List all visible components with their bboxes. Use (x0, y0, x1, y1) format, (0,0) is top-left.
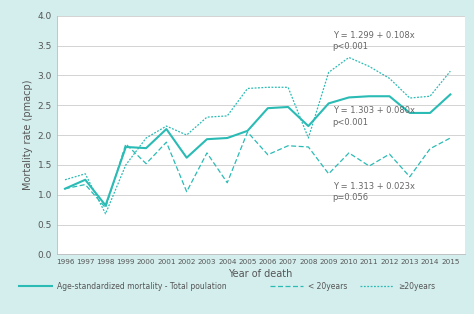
Text: ≥20years: ≥20years (398, 282, 435, 291)
Text: Age-standardized mortality - Total poulation: Age-standardized mortality - Total poula… (57, 282, 227, 291)
Y-axis label: Mortality rate (pmacp): Mortality rate (pmacp) (24, 80, 34, 190)
Text: < 20years: < 20years (308, 282, 347, 291)
X-axis label: Year of death: Year of death (228, 269, 293, 279)
Text: Y = 1.313 + 0.023x
p=0.056: Y = 1.313 + 0.023x p=0.056 (333, 181, 415, 202)
Text: Y = 1.303 + 0.080x
p<0.001: Y = 1.303 + 0.080x p<0.001 (333, 106, 415, 127)
Text: Y = 1.299 + 0.108x
p<0.001: Y = 1.299 + 0.108x p<0.001 (333, 30, 414, 51)
